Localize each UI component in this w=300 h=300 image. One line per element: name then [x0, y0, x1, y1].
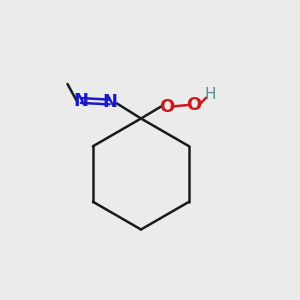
Text: O: O [159, 98, 174, 116]
Text: H: H [204, 87, 216, 102]
Text: O: O [186, 96, 201, 114]
Text: N: N [74, 92, 88, 110]
Text: N: N [102, 93, 117, 111]
